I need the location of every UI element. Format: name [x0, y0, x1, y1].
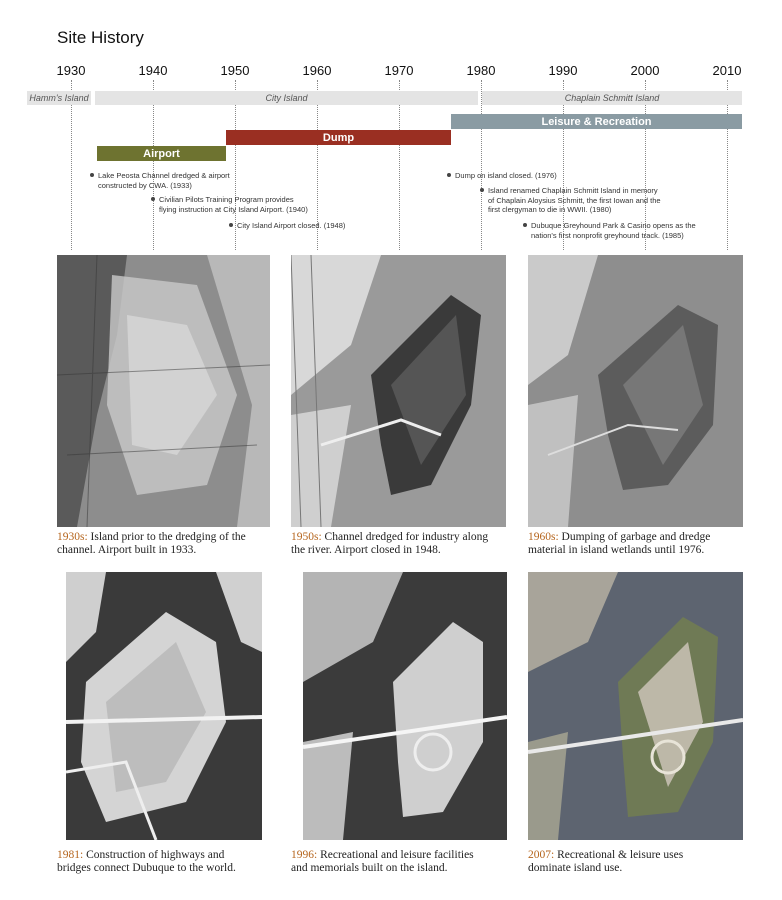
bullet-icon [480, 188, 484, 192]
year-gridline [153, 80, 154, 250]
caption-1960s: 1960s: Dumping of garbage and dredge mat… [528, 531, 711, 556]
caption-1950s: 1950s: Channel dredged for industry alon… [291, 531, 489, 556]
event-1933: Lake Peosta Channel dredged & airport co… [90, 171, 230, 190]
year-gridline [399, 80, 400, 250]
year-label: 1930 [56, 63, 86, 78]
bar-airport: Airport [97, 146, 226, 161]
bullet-icon [447, 173, 451, 177]
caption-1981: 1981: Construction of highways and bridg… [57, 849, 236, 874]
year-label: 1950 [220, 63, 250, 78]
year-label: 1960 [302, 63, 332, 78]
era-chaplain-schmitt-island: Chaplain Schmitt Island [482, 91, 742, 105]
year-gridline [645, 80, 646, 250]
year-label: 2010 [712, 63, 742, 78]
aerial-photo-1930s [57, 255, 270, 527]
year-gridline [235, 80, 236, 250]
bullet-icon [90, 173, 94, 177]
bullet-icon [523, 223, 527, 227]
bar-dump: Dump [226, 130, 451, 145]
bullet-icon [151, 197, 155, 201]
event-1940: Civilian Pilots Training Program provide… [151, 195, 308, 214]
event-1980: Island renamed Chaplain Schmitt Island i… [480, 186, 661, 215]
aerial-photo-1981 [66, 572, 262, 840]
year-label: 1990 [548, 63, 578, 78]
bar-leisure-recreation: Leisure & Recreation [451, 114, 742, 129]
year-label: 2000 [630, 63, 660, 78]
event-1976: Dump on island closed. (1976) [447, 171, 557, 181]
year-gridline [71, 80, 72, 250]
year-label: 1980 [466, 63, 496, 78]
year-gridline [317, 80, 318, 250]
bullet-icon [229, 223, 233, 227]
era-hamms-island: Hamm's Island [27, 91, 91, 105]
event-1985: Dubuque Greyhound Park & Casino opens as… [523, 221, 696, 240]
page-title: Site History [57, 28, 144, 47]
aerial-photo-2007 [528, 572, 743, 840]
caption-1996: 1996: Recreational and leisure facilitie… [291, 849, 474, 874]
year-gridline [727, 80, 728, 250]
year-label: 1940 [138, 63, 168, 78]
caption-1930s: 1930s: Island prior to the dredging of t… [57, 531, 246, 556]
caption-2007: 2007: Recreational & leisure uses domina… [528, 849, 684, 874]
aerial-photo-1950s [291, 255, 506, 527]
aerial-photo-1996 [303, 572, 507, 840]
year-gridline [563, 80, 564, 250]
era-city-island: City Island [95, 91, 478, 105]
aerial-photo-1960s [528, 255, 743, 527]
year-label: 1970 [384, 63, 414, 78]
year-gridline [481, 80, 482, 250]
event-1948: City Island Airport closed. (1948) [229, 221, 345, 231]
